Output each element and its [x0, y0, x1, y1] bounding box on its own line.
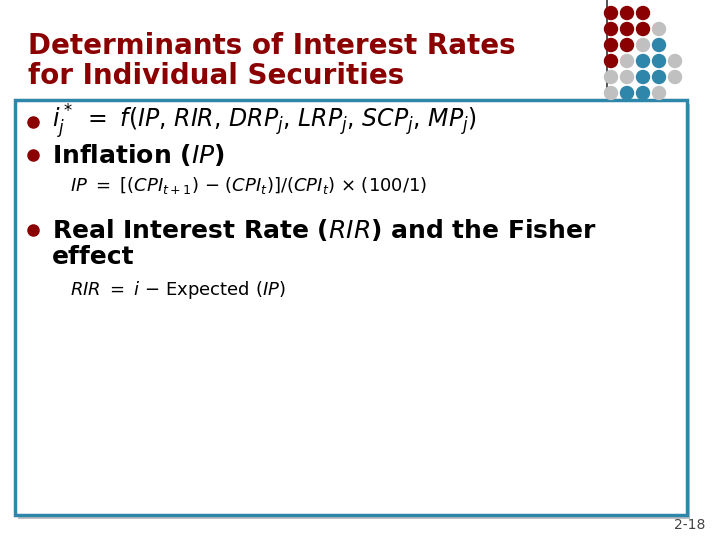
- Circle shape: [652, 23, 665, 36]
- Circle shape: [605, 23, 618, 36]
- Circle shape: [652, 55, 665, 68]
- Circle shape: [621, 86, 634, 99]
- Text: effect: effect: [52, 245, 135, 269]
- Circle shape: [652, 86, 665, 99]
- Text: $\mathit{i_j^*}$ $=$ $\mathit{f}$($\mathit{IP}$, $\mathit{RIR}$, $\mathit{DRP_j}: $\mathit{i_j^*}$ $=$ $\mathit{f}$($\math…: [52, 103, 477, 141]
- Circle shape: [652, 38, 665, 51]
- Circle shape: [621, 38, 634, 51]
- Circle shape: [605, 38, 618, 51]
- Circle shape: [621, 55, 634, 68]
- Circle shape: [636, 23, 649, 36]
- Circle shape: [621, 6, 634, 19]
- Circle shape: [652, 71, 665, 84]
- FancyBboxPatch shape: [18, 104, 690, 519]
- Circle shape: [605, 6, 618, 19]
- Circle shape: [621, 71, 634, 84]
- Text: 2-18: 2-18: [674, 518, 705, 532]
- Circle shape: [636, 55, 649, 68]
- FancyBboxPatch shape: [15, 100, 687, 515]
- Circle shape: [668, 55, 682, 68]
- Circle shape: [668, 71, 682, 84]
- Circle shape: [605, 55, 618, 68]
- Circle shape: [605, 86, 618, 99]
- Text: Inflation ($\mathit{IP}$): Inflation ($\mathit{IP}$): [52, 142, 225, 168]
- Text: $\mathbf{\mathit{RIR}}$ $=$ $\mathit{i}$ $-$ Expected ($\mathit{IP}$): $\mathbf{\mathit{RIR}}$ $=$ $\mathit{i}$…: [70, 279, 286, 301]
- Circle shape: [636, 86, 649, 99]
- Text: Determinants of Interest Rates: Determinants of Interest Rates: [28, 32, 516, 60]
- Circle shape: [636, 6, 649, 19]
- Circle shape: [636, 38, 649, 51]
- Circle shape: [636, 71, 649, 84]
- Circle shape: [621, 23, 634, 36]
- Text: Real Interest Rate ($\mathit{RIR}$) and the Fisher: Real Interest Rate ($\mathit{RIR}$) and …: [52, 217, 597, 243]
- Text: for Individual Securities: for Individual Securities: [28, 62, 404, 90]
- Circle shape: [605, 71, 618, 84]
- Text: $\mathbf{\mathit{IP}}$ $=$ [($\mathit{CPI}_{t+1}$) $-$ ($\mathit{CPI}_t$)]/($\ma: $\mathbf{\mathit{IP}}$ $=$ [($\mathit{CP…: [70, 174, 428, 195]
